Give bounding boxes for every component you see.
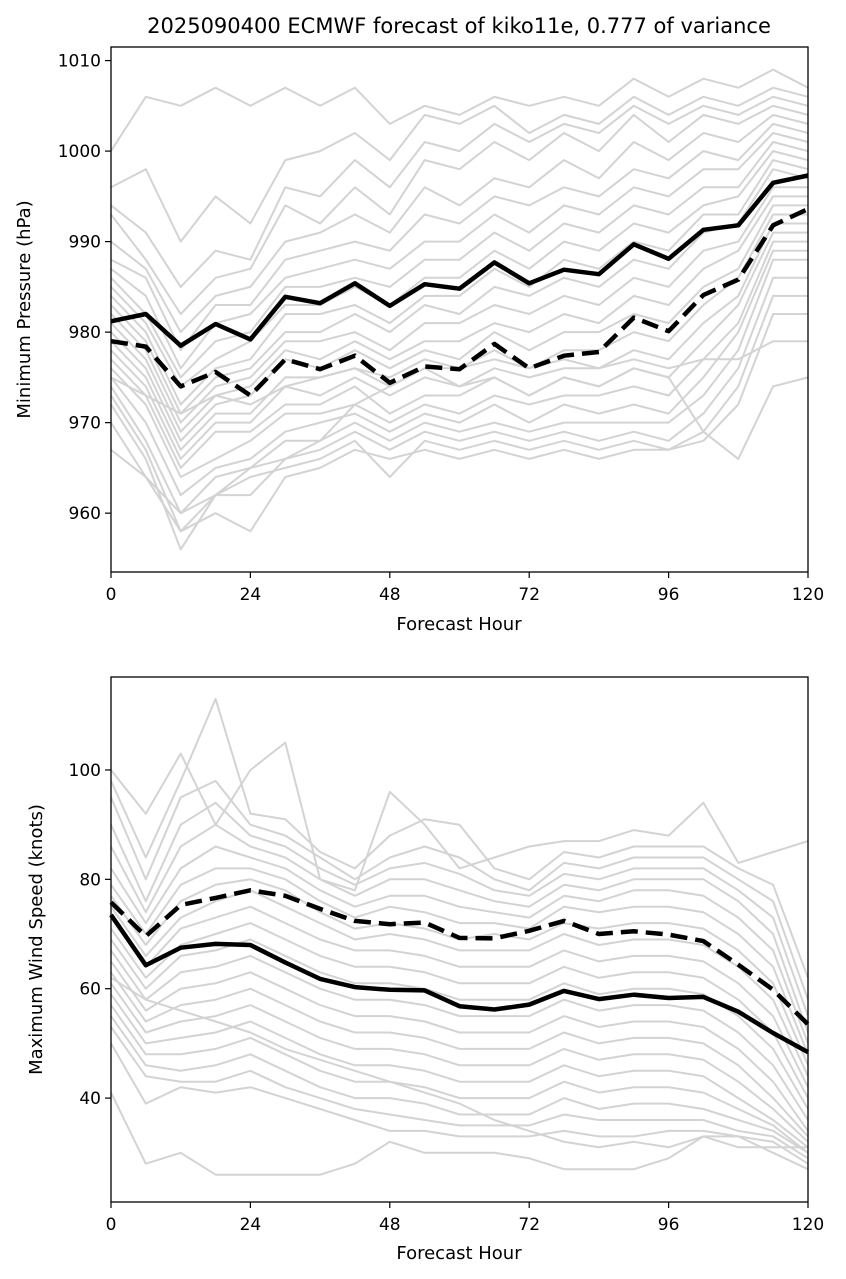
- wind-member-line: [110, 982, 809, 1143]
- wind-ytick-label: 80: [79, 870, 101, 890]
- pressure-member-line: [110, 68, 809, 152]
- pressure-member-line: [110, 95, 809, 288]
- wind-member-line: [110, 697, 809, 979]
- wind-member-line: [110, 960, 809, 1132]
- pressure-xtick-label: 120: [792, 585, 824, 605]
- wind-member-line: [110, 1015, 809, 1154]
- pressure-xtick-label: 72: [518, 585, 540, 605]
- pressure-panel: 0 24 48 72 96 120 960 970 980 990 1000 1010 Forecas…: [14, 46, 824, 635]
- chart-title: 2025090400 ECMWF forecast of kiko11e, 0.…: [147, 14, 771, 38]
- pressure-dashed-line: [110, 206, 809, 398]
- pressure-ensemble-members: [110, 68, 809, 551]
- pressure-member-line: [110, 204, 808, 442]
- pressure-summary-lines: [110, 173, 809, 398]
- wind-xtick-label: 120: [792, 1215, 824, 1235]
- wind-ylabel: Maximum Wind Speed (knots): [26, 804, 47, 1075]
- pressure-solid-line: [110, 173, 809, 348]
- pressure-xtick-label: 96: [658, 585, 680, 605]
- pressure-member-line: [110, 258, 808, 515]
- wind-xtick-label: 96: [658, 1215, 680, 1235]
- pressure-member-line: [110, 86, 809, 243]
- wind-member-line: [110, 971, 809, 1138]
- pressure-member-line: [110, 168, 809, 415]
- pressure-ytick-label: 1000: [58, 142, 101, 162]
- pressure-member-line: [110, 231, 808, 469]
- wind-xtick-label: 24: [240, 1215, 262, 1235]
- pressure-member-line: [110, 104, 809, 315]
- wind-dashed-line: [109, 888, 810, 1026]
- wind-xtick-label: 0: [106, 1215, 117, 1235]
- pressure-ytick-label: 1010: [58, 52, 101, 72]
- pressure-member-line: [110, 367, 809, 515]
- wind-panel: 0 24 48 72 96 120 40 60 80 100 Forecast Hour Maxi…: [26, 676, 824, 1264]
- wind-xtick-label: 48: [379, 1215, 401, 1235]
- pressure-ytick-label: 980: [69, 323, 101, 343]
- wind-member-line: [110, 1026, 809, 1160]
- pressure-member-line: [110, 240, 808, 478]
- wind-member-line: [110, 1092, 808, 1176]
- pressure-member-line: [110, 150, 809, 388]
- wind-member-line: [110, 845, 809, 1044]
- wind-solid-line: [109, 913, 810, 1055]
- pressure-member-line: [110, 159, 809, 406]
- pressure-member-line: [110, 132, 809, 370]
- pressure-plot-frame: [110, 46, 809, 573]
- wind-member-line: [110, 949, 809, 1121]
- pressure-member-line: [110, 249, 808, 497]
- pressure-member-line: [110, 113, 809, 334]
- wind-plot-frame: [110, 676, 809, 1203]
- wind-member-line: [110, 905, 809, 1088]
- pressure-member-line: [110, 195, 808, 433]
- wind-member-line: [110, 1004, 809, 1154]
- wind-member-line: [110, 801, 809, 1017]
- pressure-member-line: [110, 122, 809, 352]
- pressure-ytick-label: 970: [69, 414, 101, 434]
- wind-member-line: [110, 889, 809, 1077]
- wind-member-line: [110, 976, 809, 1171]
- wind-member-line: [110, 741, 809, 892]
- wind-member-line: [110, 867, 809, 1055]
- wind-member-line: [110, 823, 809, 1033]
- wind-xtick-label: 72: [518, 1215, 540, 1235]
- wind-summary-lines: [109, 888, 810, 1055]
- pressure-member-line: [110, 313, 808, 533]
- pressure-member-line: [110, 276, 808, 533]
- pressure-member-line: [110, 186, 808, 424]
- pressure-xtick-label: 48: [379, 585, 401, 605]
- pressure-ytick-label: 990: [69, 233, 101, 253]
- pressure-ytick-label: 960: [69, 504, 101, 524]
- wind-member-line: [110, 922, 809, 1099]
- pressure-xlabel: Forecast Hour: [396, 614, 522, 635]
- pressure-member-line: [110, 294, 808, 551]
- wind-xlabel: Forecast Hour: [396, 1243, 522, 1264]
- wind-ytick-label: 60: [79, 980, 101, 1000]
- wind-ytick-label: 40: [79, 1089, 101, 1109]
- pressure-xtick-label: 0: [106, 585, 117, 605]
- pressure-member-line: [110, 141, 809, 379]
- wind-member-line: [110, 993, 809, 1149]
- wind-member-line: [110, 938, 809, 1110]
- pressure-xtick-label: 24: [240, 585, 262, 605]
- wind-member-line: [110, 1042, 809, 1165]
- wind-member-line: [110, 779, 809, 1001]
- wind-ytick-label: 100: [69, 761, 101, 781]
- pressure-ylabel: Minimum Pressure (hPa): [14, 200, 35, 418]
